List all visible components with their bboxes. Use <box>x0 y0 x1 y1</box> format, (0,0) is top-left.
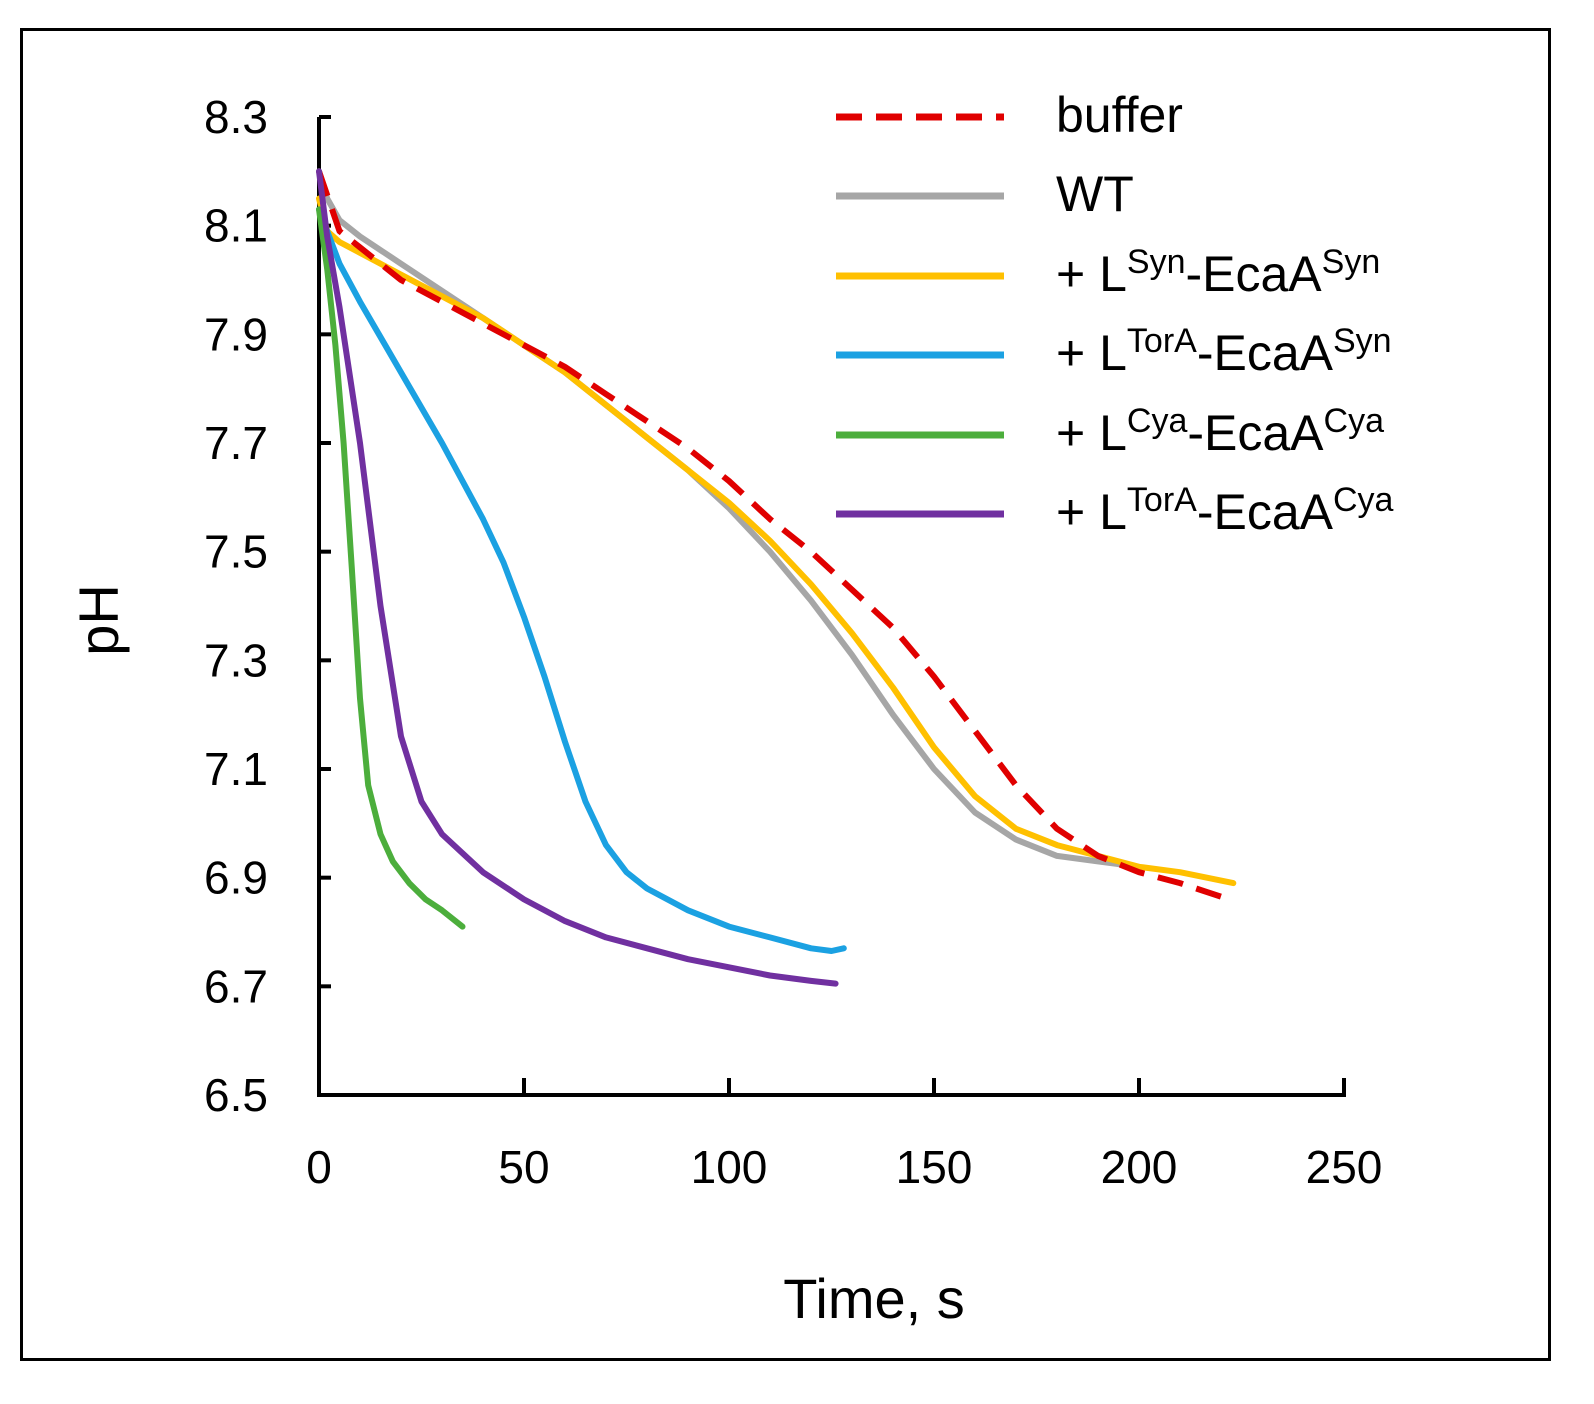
legend-part-mid: -EcaA <box>1186 246 1323 302</box>
legend-part-sup2: Cya <box>1324 402 1385 440</box>
series-line-1 <box>316 168 1142 870</box>
legend-part-base: L <box>1099 325 1127 381</box>
legend-label: buffer <box>1056 87 1183 143</box>
series-line-4 <box>316 206 466 930</box>
legend-label: + LCya-EcaACya <box>1056 402 1384 461</box>
y-tick-label: 6.9 <box>204 852 268 904</box>
legend-label: + LTorA-EcaACya <box>1056 481 1394 540</box>
legend-label: WT <box>1056 166 1134 222</box>
y-axis-title: pH <box>67 584 130 656</box>
y-tick-label: 7.5 <box>204 526 268 578</box>
series-line-3 <box>316 206 847 954</box>
x-tick-label: 250 <box>1306 1141 1383 1193</box>
legend-part-mid: -EcaA <box>1197 484 1334 540</box>
y-tick-label: 7.3 <box>204 634 268 686</box>
legend-part-sup2: Syn <box>1322 243 1381 281</box>
axes <box>317 117 1346 1097</box>
series-line-2 <box>316 195 1237 887</box>
series-line-5 <box>316 168 839 987</box>
y-tick-label: 8.1 <box>204 200 268 252</box>
legend-part-prefix: + <box>1056 405 1099 461</box>
legend-part-prefix: + <box>1056 246 1099 302</box>
legend-part-mid: -EcaA <box>1197 325 1334 381</box>
legend-part-sup1: Cya <box>1127 402 1188 440</box>
legend-part-prefix: + <box>1056 325 1099 381</box>
legend-part-base: WT <box>1056 166 1134 222</box>
legend-label: + LTorA-EcaASyn <box>1056 322 1392 381</box>
legend-part-sup1: TorA <box>1127 481 1197 519</box>
y-tick-label: 6.5 <box>204 1069 268 1121</box>
legend-part-base: L <box>1099 405 1127 461</box>
series-line-0 <box>316 170 1231 903</box>
legend-part-sup1: Syn <box>1127 243 1186 281</box>
x-tick-label: 150 <box>896 1141 973 1193</box>
series-lines <box>316 168 1237 987</box>
y-tick-label: 7.9 <box>204 308 268 360</box>
legend-part-sup1: TorA <box>1127 322 1197 360</box>
legend-part-base: L <box>1099 246 1127 302</box>
x-tick-label: 200 <box>1101 1141 1178 1193</box>
x-axis-title: Time, s <box>783 1267 964 1330</box>
legend-part-prefix: + <box>1056 484 1099 540</box>
y-tick-label: 8.3 <box>204 91 268 143</box>
legend-part-base: L <box>1099 484 1127 540</box>
legend-part-mid: -EcaA <box>1187 405 1324 461</box>
y-tick-label: 7.1 <box>204 743 268 795</box>
y-tick-label: 6.7 <box>204 960 268 1012</box>
x-tick-label: 0 <box>306 1141 332 1193</box>
x-tick-label: 100 <box>691 1141 768 1193</box>
legend-label: + LSyn-EcaASyn <box>1056 243 1380 302</box>
y-ticks: 6.5 6.7 6.9 7.1 7.3 7.5 7.7 7.9 8.1 8.3 <box>204 91 331 1121</box>
y-tick-label: 7.7 <box>204 417 268 469</box>
legend-part-base: buffer <box>1056 87 1183 143</box>
x-ticks: 0 50 100 150 200 250 <box>306 1078 1382 1193</box>
legend-part-sup2: Syn <box>1333 322 1392 360</box>
figure-frame <box>20 28 1551 1361</box>
legend-part-sup2: Cya <box>1333 481 1394 519</box>
x-tick-label: 50 <box>498 1141 549 1193</box>
